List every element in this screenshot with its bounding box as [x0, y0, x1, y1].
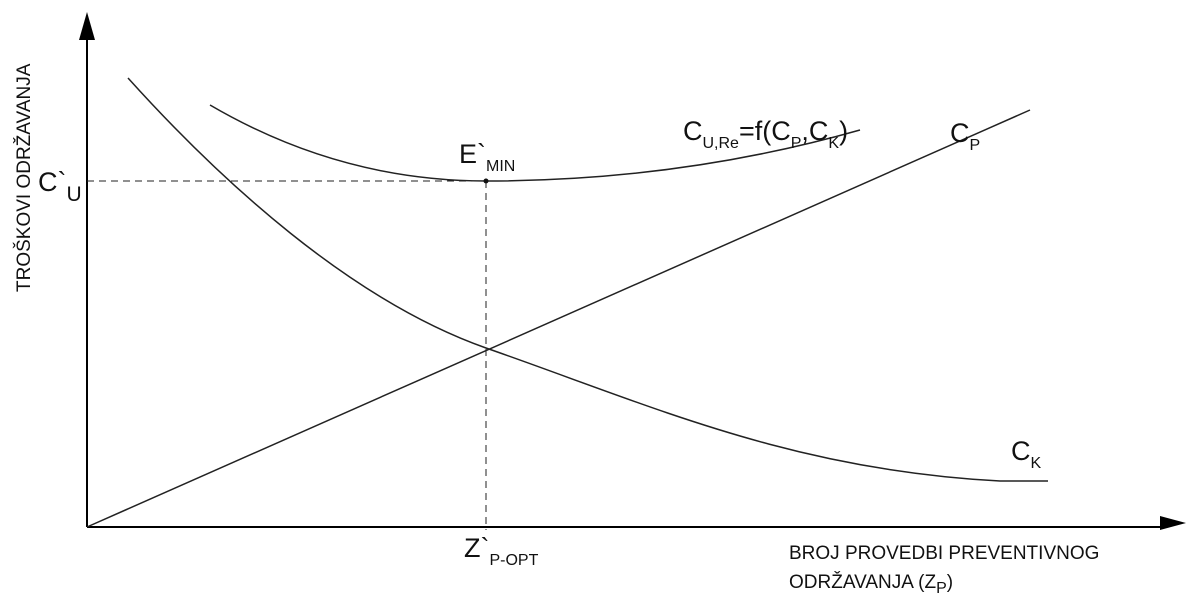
optimum-point-label-sub: P-OPT: [489, 552, 538, 569]
x-axis-title-line2-end: ): [947, 572, 953, 593]
total-cost-label-main2: =f(C: [739, 116, 791, 146]
x-axis-arrowhead: [1160, 516, 1186, 530]
minimum-point-label-sub: MIN: [486, 158, 515, 175]
total-cost-curve-label: CU,Re=f(CP,CK): [683, 116, 848, 152]
total-cost-label-sub3: K: [828, 135, 839, 152]
preventive-cost-label-sub: P: [970, 137, 981, 154]
cost-level-label: C`U: [38, 167, 82, 206]
total-cost-label-main4: ): [839, 116, 848, 146]
y-axis-arrowhead: [79, 12, 95, 40]
corrective-cost-label-main: C: [1011, 436, 1031, 466]
total-cost-label-sub1: U,Re: [703, 135, 740, 152]
x-axis-title-line2: ODRŽAVANJA (ZP): [789, 571, 953, 594]
optimum-point-label-main: Z`: [464, 533, 489, 563]
cost-level-label-main: C`: [38, 167, 67, 197]
corrective-cost-curve: [127, 77, 1048, 482]
cost-level-label-sub: U: [67, 183, 82, 206]
corrective-cost-label: CK: [1011, 436, 1042, 472]
optimum-point-label: Z`P-OPT: [464, 533, 539, 569]
minimum-point-label-main: E`: [459, 139, 486, 169]
x-axis-title-line1: BROJ PROVEDBI PREVENTIVNOG: [789, 543, 1099, 564]
preventive-cost-label-main: C: [950, 118, 970, 148]
minimum-point-label: E`MIN: [459, 139, 515, 175]
minimum-point-marker: [483, 178, 489, 184]
total-cost-label-main3: ,C: [801, 116, 828, 146]
x-axis-title-line2-sub: P: [936, 580, 947, 594]
total-cost-label-main1: C: [683, 116, 703, 146]
total-cost-label-sub2: P: [791, 135, 802, 152]
corrective-cost-label-sub: K: [1031, 455, 1042, 472]
preventive-cost-line: [86, 109, 1031, 528]
y-axis-title: TROŠKOVI ODRŽAVANJA: [13, 63, 35, 292]
x-axis-title-line2-main: ODRŽAVANJA (Z: [789, 571, 936, 593]
preventive-cost-label: CP: [950, 118, 980, 154]
